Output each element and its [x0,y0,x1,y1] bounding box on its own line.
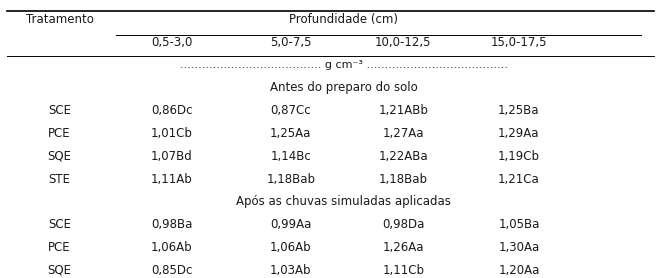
Text: 1,25Ba: 1,25Ba [498,104,539,117]
Text: 1,06Ab: 1,06Ab [151,241,192,254]
Text: 1,03Ab: 1,03Ab [270,264,311,277]
Text: 0,98Da: 0,98Da [382,218,424,231]
Text: 1,21Ca: 1,21Ca [498,173,540,185]
Text: 1,21ABb: 1,21ABb [378,104,428,117]
Text: 0,99Aa: 0,99Aa [270,218,311,231]
Text: PCE: PCE [48,241,71,254]
Text: 15,0-17,5: 15,0-17,5 [490,36,547,49]
Text: Após as chuvas simuladas aplicadas: Após as chuvas simuladas aplicadas [236,195,451,208]
Text: Profundidade (cm): Profundidade (cm) [290,13,398,26]
Text: 1,19Cb: 1,19Cb [498,150,540,163]
Text: SCE: SCE [48,104,71,117]
Text: 1,18Bab: 1,18Bab [266,173,315,185]
Text: PCE: PCE [48,127,71,140]
Text: 1,14Bc: 1,14Bc [270,150,311,163]
Text: 1,26Aa: 1,26Aa [383,241,424,254]
Text: STE: STE [48,173,71,185]
Text: 1,01Cb: 1,01Cb [151,127,193,140]
Text: 1,11Cb: 1,11Cb [382,264,424,277]
Text: 1,11Ab: 1,11Ab [151,173,193,185]
Text: 1,06Ab: 1,06Ab [270,241,311,254]
Text: ....................................... g cm⁻³ .................................: ....................................... … [180,60,508,70]
Text: 0,85Dc: 0,85Dc [151,264,192,277]
Text: Tratamento: Tratamento [26,13,93,26]
Text: 1,30Aa: 1,30Aa [498,241,539,254]
Text: 1,25Aa: 1,25Aa [270,127,311,140]
Text: 0,98Ba: 0,98Ba [151,218,192,231]
Text: 1,20Aa: 1,20Aa [498,264,539,277]
Text: SQE: SQE [48,150,71,163]
Text: 0,86Dc: 0,86Dc [151,104,192,117]
Text: 0,5-3,0: 0,5-3,0 [151,36,192,49]
Text: 1,18Bab: 1,18Bab [379,173,428,185]
Text: 5,0-7,5: 5,0-7,5 [270,36,311,49]
Text: 1,07Bd: 1,07Bd [151,150,193,163]
Text: 10,0-12,5: 10,0-12,5 [375,36,432,49]
Text: SCE: SCE [48,218,71,231]
Text: SQE: SQE [48,264,71,277]
Text: 1,05Ba: 1,05Ba [498,218,539,231]
Text: 0,87Cc: 0,87Cc [270,104,311,117]
Text: 1,27Aa: 1,27Aa [383,127,424,140]
Text: 1,29Aa: 1,29Aa [498,127,539,140]
Text: 1,22ABa: 1,22ABa [378,150,428,163]
Text: Antes do preparo do solo: Antes do preparo do solo [270,81,418,94]
